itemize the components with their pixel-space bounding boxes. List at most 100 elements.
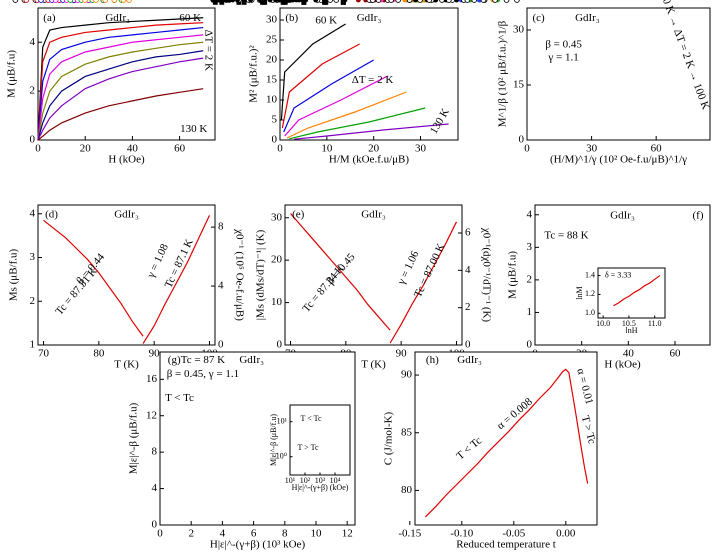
marker: [219, 0, 225, 5]
x-tick-label: -0.05: [502, 528, 525, 540]
x-axis-label: H (kOe): [108, 154, 145, 166]
y-tick-label: 0: [272, 134, 278, 146]
marker: [514, 0, 520, 3]
marker: [280, 0, 286, 3]
x-tick-label: 70: [38, 348, 50, 360]
marker: [241, 0, 247, 3]
y-tick-label: 10: [271, 296, 283, 308]
y-tick-label: 0: [519, 134, 525, 146]
marker: [417, 0, 423, 3]
annotation: T < Tc: [301, 414, 322, 423]
y-axis-label: M (μB/f.u): [507, 251, 519, 299]
y-tick-label: 8: [152, 446, 158, 458]
marker: [454, 0, 460, 3]
chart: -0.15 -0.10 -0.05 0.00 80 85 90 Reduced tempera…: [366, 0, 598, 551]
curve: [37, 57, 204, 141]
curve: [290, 213, 391, 331]
x-axis-label: H|ε|^-(γ+β) (10³ kOe): [210, 539, 306, 551]
y-tick-label: 20: [266, 54, 278, 66]
x-tick-label: 60: [174, 143, 186, 155]
x-tick-label: 90: [149, 348, 161, 360]
curve: [289, 107, 426, 140]
marker: [282, 0, 288, 5]
x-tick-label: 30: [586, 143, 598, 155]
marker: [301, 0, 307, 5]
x-tick-label: 40: [623, 348, 635, 360]
marker: [333, 0, 340, 3]
y-axis-label: M² (μB/f.u.)²: [248, 45, 260, 103]
marker: [477, 0, 482, 3]
marker: [12, 0, 19, 3]
marker: [313, 0, 319, 3]
curve: [286, 91, 407, 139]
y-tick-label: 2: [30, 85, 36, 97]
annotation: GdIr₃: [114, 208, 139, 220]
y-tick-label: 16: [146, 373, 158, 385]
curve: [37, 26, 204, 141]
y-tick-label: 25: [266, 34, 278, 46]
y-tick-label: 3: [30, 251, 36, 263]
marker: [402, 0, 408, 3]
x-tick-label: 10.0: [596, 319, 610, 328]
marker: [369, 0, 376, 3]
y2-tick-label: 0: [218, 339, 224, 351]
marker: [503, 0, 510, 3]
annotation: 60 K: [315, 15, 337, 27]
x-tick-label: 90: [396, 348, 408, 360]
curve: [37, 50, 204, 141]
marker: [446, 0, 452, 3]
marker: [323, 0, 328, 3]
x-tick-label: 10¹: [285, 476, 296, 485]
y-tick-label: 10⁰: [276, 452, 287, 461]
marker: [210, 0, 216, 3]
curve: [293, 123, 449, 140]
x-tick-label: 6: [251, 528, 257, 540]
marker: [23, 0, 30, 3]
curve: [142, 215, 211, 344]
annotation: β = 0.45, γ = 1.1: [167, 368, 239, 380]
curve: [280, 23, 346, 121]
x-axis-label: Reduced temperature t: [456, 539, 556, 551]
y-tick-label: 0: [277, 339, 283, 351]
marker: [439, 0, 445, 3]
plot-frame: [526, 7, 711, 141]
x-tick-label: 0: [157, 528, 163, 540]
annotation: β = 0.45: [545, 38, 582, 50]
marker: [38, 0, 44, 3]
marker: [267, 0, 273, 3]
y-tick-label: 1: [527, 306, 533, 318]
inset-chart: 10.0 10.5 11.0 1.0 1.2 1.4 lnH lnM δ = 3.33: [273, 0, 666, 335]
marker: [262, 0, 268, 5]
chart: 7080901001234048T (K)Ms (μB/f.u)χ0⁻¹ (10…: [8, 0, 346, 371]
y-axis-label: M|ε|^-β (μB/f.u): [269, 414, 278, 466]
annotation: (e): [292, 208, 305, 220]
annotation: (a): [43, 12, 56, 24]
x-tick-label: 60: [670, 348, 682, 360]
marker: [102, 0, 109, 3]
y2-tick-label: 6: [465, 227, 471, 239]
annotation: GdIr₃: [239, 354, 264, 366]
y-tick-label: 4: [30, 207, 36, 219]
annotation: GdIr₃: [610, 210, 635, 222]
annotation: ΔT = 2 K: [202, 29, 214, 71]
y-tick-label: 2: [30, 295, 36, 307]
x-tick-label: -0.15: [398, 528, 421, 540]
annotation: T > Tc: [298, 443, 319, 452]
y-tick-label: 85: [401, 426, 413, 438]
chart: 0 20 40 60 0 2 4 H (kOe) M (μB/f.u) (a) GdIr₃ 60 KΔ…: [6, 7, 216, 166]
y-axis-label: Ms (μB/f.u): [8, 248, 20, 301]
annotation: GdIr₃: [575, 12, 600, 24]
marker: [413, 0, 418, 3]
marker: [395, 0, 401, 3]
x-axis-label: T (K): [114, 359, 139, 371]
y-tick-label: 4: [30, 36, 36, 48]
annotation: GdIr₃: [457, 354, 482, 366]
curve: [37, 88, 204, 141]
marker: [126, 0, 132, 3]
marker: [480, 0, 487, 3]
x-tick-label: 10³: [315, 476, 326, 485]
annotation: (d): [45, 208, 58, 220]
y2-tick-label: 8: [218, 221, 224, 233]
